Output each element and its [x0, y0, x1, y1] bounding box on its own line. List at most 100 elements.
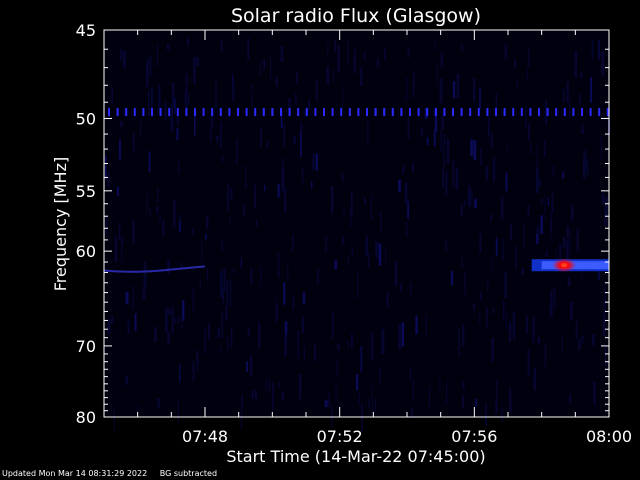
interference-dash: [305, 108, 308, 117]
noise-streak: [221, 154, 224, 163]
noise-streak: [559, 243, 562, 267]
noise-streak: [562, 171, 565, 179]
interference-dash: [391, 108, 394, 117]
noise-streak: [547, 197, 549, 206]
noise-streak: [312, 153, 315, 171]
noise-streak: [284, 334, 287, 357]
noise-streak: [581, 335, 584, 344]
noise-streak: [177, 398, 179, 423]
interference-dash: [237, 108, 239, 117]
noise-streak: [527, 122, 530, 140]
noise-streak: [178, 160, 180, 174]
noise-streak: [562, 237, 566, 249]
interference-dash: [529, 108, 532, 117]
noise-streak: [550, 290, 553, 317]
noise-streak: [302, 292, 306, 305]
interference-dash: [271, 108, 274, 117]
interference-dash: [176, 108, 179, 117]
interference-dash: [159, 108, 162, 117]
interference-dash: [409, 108, 411, 117]
noise-streak: [125, 291, 129, 305]
noise-streak: [337, 343, 340, 351]
noise-streak: [146, 59, 149, 88]
noise-streak: [264, 184, 266, 192]
noise-streak: [181, 317, 183, 329]
noise-streak: [462, 381, 465, 390]
noise-streak: [402, 166, 405, 175]
noise-streak: [398, 324, 402, 350]
interference-dash: [512, 108, 515, 117]
noise-streak: [425, 314, 427, 336]
noise-streak: [107, 319, 111, 335]
noise-streak: [104, 155, 107, 180]
interference-dash: [563, 108, 566, 117]
noise-streak: [254, 390, 258, 400]
noise-streak: [177, 316, 180, 324]
noise-streak: [586, 158, 589, 176]
noise-streak: [471, 190, 473, 204]
x-tick-label: 08:00: [586, 427, 632, 446]
noise-streak: [223, 268, 226, 292]
noise-streak: [569, 230, 571, 254]
noise-streak: [350, 190, 353, 217]
noise-streak: [255, 219, 258, 227]
noise-streak: [440, 51, 444, 67]
noise-streak: [170, 112, 173, 132]
noise-streak: [184, 93, 187, 105]
noise-streak: [301, 167, 304, 183]
noise-streak: [334, 260, 338, 270]
noise-streak: [220, 121, 222, 148]
interference-dash: [555, 108, 558, 117]
noise-streak: [336, 359, 338, 377]
noise-streak: [452, 159, 455, 187]
noise-streak: [220, 270, 223, 298]
noise-streak: [538, 337, 540, 344]
noise-streak: [567, 276, 571, 287]
noise-streak: [410, 282, 412, 297]
noise-streak: [162, 219, 165, 237]
noise-streak: [207, 322, 211, 340]
noise-streak: [342, 85, 344, 109]
noise-streak: [137, 404, 139, 417]
noise-streak: [601, 51, 605, 76]
noise-streak: [538, 178, 542, 186]
noise-streak: [281, 392, 285, 400]
noise-streak: [581, 124, 584, 135]
noise-streak: [456, 73, 460, 99]
noise-streak: [569, 301, 573, 320]
interference-dash: [228, 108, 231, 117]
noise-streak: [575, 321, 578, 339]
noise-streak: [536, 145, 539, 171]
noise-streak: [275, 303, 278, 322]
noise-streak: [347, 256, 350, 265]
chart-title: Solar radio Flux (Glasgow): [231, 5, 481, 27]
noise-streak: [225, 306, 228, 321]
noise-streak: [107, 171, 110, 188]
noise-streak: [229, 217, 231, 226]
noise-streak: [412, 163, 414, 173]
interference-dash: [374, 108, 377, 117]
noise-streak: [460, 204, 464, 217]
noise-streak: [415, 315, 418, 335]
noise-streak: [327, 43, 329, 59]
noise-streak: [304, 109, 307, 118]
noise-streak: [227, 336, 229, 351]
noise-streak: [526, 68, 528, 82]
interference-dash: [185, 108, 188, 117]
noise-streak: [247, 38, 250, 60]
noise-streak: [166, 43, 170, 51]
noise-streak: [443, 133, 446, 145]
noise-streak: [260, 266, 262, 287]
noise-streak: [280, 110, 283, 129]
noise-streak: [363, 51, 366, 62]
noise-streak: [236, 138, 238, 165]
noise-streak: [220, 40, 223, 52]
noise-streak: [240, 402, 243, 430]
noise-streak: [127, 320, 130, 327]
noise-streak: [384, 46, 386, 61]
noise-streak: [230, 187, 233, 201]
noise-streak: [536, 225, 540, 241]
noise-streak: [280, 46, 284, 62]
noise-streak: [275, 76, 279, 87]
noise-streak: [445, 239, 448, 252]
